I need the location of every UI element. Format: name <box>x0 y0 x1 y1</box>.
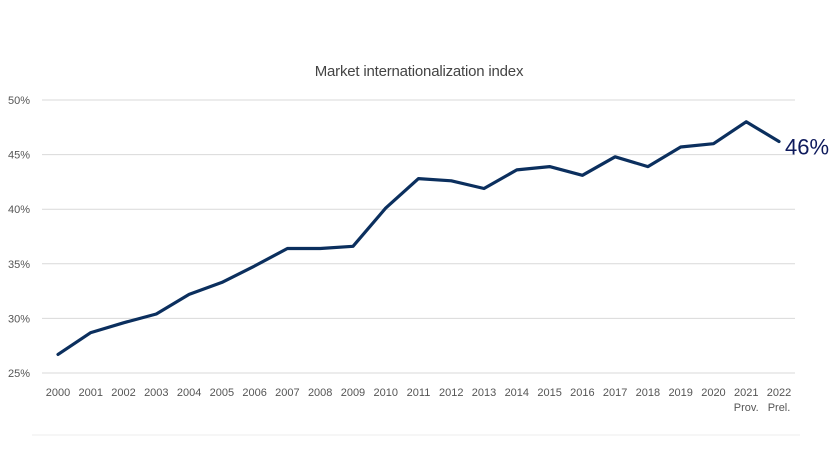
x-tick-label: 2001 <box>79 387 103 399</box>
x-tick-label: 2017 <box>603 387 627 399</box>
chart-title: Market internationalization index <box>314 63 524 80</box>
y-tick-label: 30% <box>8 313 30 325</box>
x-tick-label: 2008 <box>308 387 332 399</box>
x-tick-label: 2002 <box>111 387 135 399</box>
x-tick-label: 2010 <box>373 387 397 399</box>
y-tick-label: 35% <box>8 259 30 271</box>
x-tick-label: 2000 <box>46 387 70 399</box>
x-tick-label: 2013 <box>472 387 496 399</box>
x-tick-label: 2016 <box>570 387 594 399</box>
x-tick-label: 2009 <box>341 387 365 399</box>
x-tick-label: 2003 <box>144 387 168 399</box>
x-tick-label: 2012 <box>439 387 463 399</box>
x-tick-label: 2011 <box>407 387 431 399</box>
x-tick-label: 2018 <box>636 387 660 399</box>
x-tick-label: 2014 <box>505 387 529 399</box>
y-tick-label: 40% <box>8 204 30 216</box>
y-tick-label: 45% <box>8 150 30 162</box>
x-tick-label: 2022 <box>767 387 791 399</box>
y-tick-label: 25% <box>8 368 30 380</box>
end-value-label: 46% <box>785 134 829 159</box>
x-tick-label: 2007 <box>275 387 299 399</box>
x-tick-label: 2006 <box>242 387 266 399</box>
series-line <box>56 120 781 356</box>
x-tick-label: 2005 <box>210 387 234 399</box>
x-tick-sublabel: Prov. <box>734 402 759 414</box>
x-tick-label: 2020 <box>701 387 725 399</box>
x-tick-label: 2021 <box>734 387 758 399</box>
y-tick-label: 50% <box>8 95 30 107</box>
x-tick-label: 2015 <box>537 387 561 399</box>
x-tick-label: 2019 <box>668 387 692 399</box>
x-tick-sublabel: Prel. <box>768 402 791 414</box>
x-tick-label: 2004 <box>177 387 201 399</box>
